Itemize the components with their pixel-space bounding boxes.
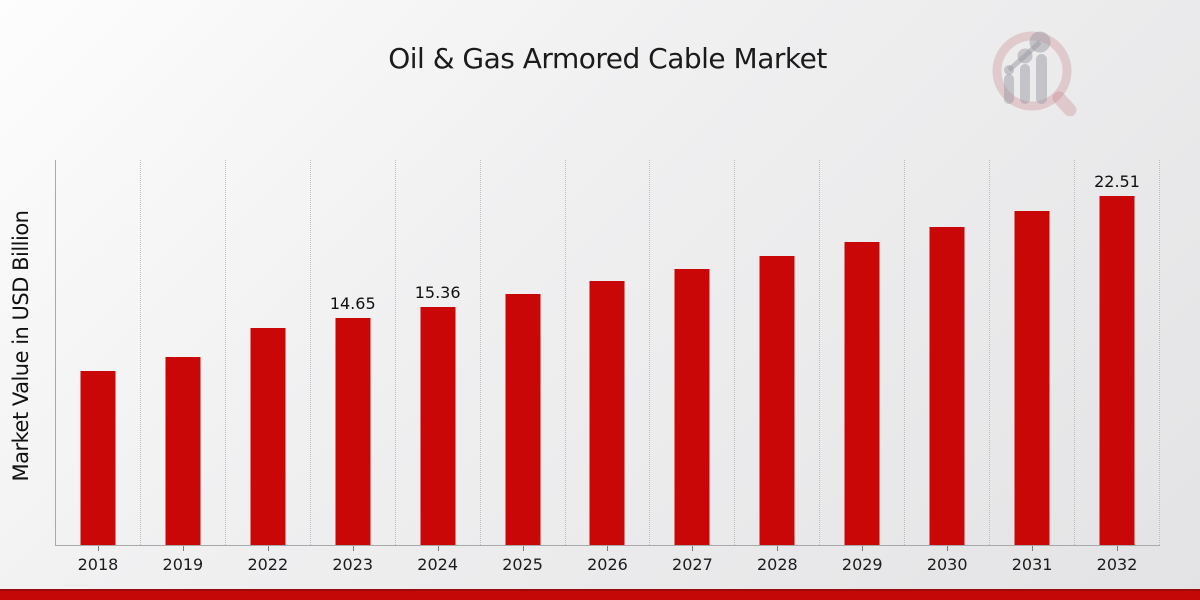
x-axis-label-2023: 2023	[332, 555, 374, 574]
category-column-2029: 2029	[820, 160, 906, 574]
category-column-2027: 2027	[650, 160, 736, 574]
bar-value-label-2023: 14.65	[329, 294, 376, 313]
x-axis-tick	[267, 546, 269, 551]
bar-2019	[165, 357, 201, 545]
x-axis-label-2022: 2022	[247, 555, 289, 574]
y-axis-label: Market Value in USD Billion	[9, 210, 33, 482]
category-column-2032: 22.51 2032	[1075, 160, 1160, 574]
category-column-2025: 2025	[481, 160, 566, 574]
x-axis-tick	[522, 546, 524, 551]
bar-trend-icon	[1004, 31, 1051, 104]
bar-2025	[505, 294, 541, 545]
x-axis-label-2032: 2032	[1096, 555, 1138, 574]
bar-2028	[759, 256, 795, 545]
bar-2026	[589, 281, 625, 545]
x-axis-tick	[352, 546, 354, 551]
page-title: Oil & Gas Armored Cable Market	[388, 42, 827, 75]
bar-2032	[1099, 196, 1135, 545]
x-axis-label-2024: 2024	[417, 555, 458, 574]
brand-watermark-logo	[992, 31, 1077, 116]
bar-2027	[674, 269, 710, 545]
x-axis-tick	[97, 546, 99, 551]
bar-2029	[844, 242, 880, 545]
x-axis-tick	[182, 546, 184, 551]
category-column-2019: 2019	[141, 160, 226, 574]
category-column-2031: 2031	[990, 160, 1076, 574]
x-axis-label-2026: 2026	[587, 555, 628, 574]
x-axis-label-2031: 2031	[1011, 555, 1053, 574]
bar-2030	[929, 227, 965, 545]
bar-2031	[1014, 211, 1050, 545]
x-axis-label-2029: 2029	[841, 555, 883, 574]
x-axis-tick	[437, 546, 439, 551]
x-axis-tick	[607, 546, 609, 551]
x-axis-label-2019: 2019	[162, 555, 204, 574]
x-axis-label-2028: 2028	[756, 555, 798, 574]
category-column-2018: 2018	[56, 160, 141, 574]
bar-2023	[335, 318, 371, 545]
footer-accent-bar	[0, 589, 1200, 600]
x-axis-label-2027: 2027	[672, 555, 713, 574]
category-column-2030: 2030	[905, 160, 991, 574]
category-column-2024: 15.36 2024	[396, 160, 481, 574]
x-axis-tick	[947, 546, 949, 551]
category-column-2023: 14.65 2023	[311, 160, 396, 574]
x-axis-tick	[1032, 546, 1034, 551]
x-axis-tick	[1117, 546, 1119, 551]
bar-2024	[420, 307, 456, 545]
bar-2022	[250, 328, 286, 545]
x-axis-label-2018: 2018	[77, 555, 119, 574]
bar-value-label-2032: 22.51	[1094, 172, 1140, 191]
x-axis-tick	[692, 546, 694, 551]
bar-2018	[80, 371, 116, 545]
x-axis-tick	[862, 546, 864, 551]
x-axis-label-2025: 2025	[502, 555, 543, 574]
bar-chart: 2018 2019 2022 14.65 2023 15.36 2024 2025 2026 20…	[55, 160, 1160, 574]
x-axis-label-2030: 2030	[926, 555, 968, 574]
bar-value-label-2024: 15.36	[414, 283, 461, 302]
category-column-2028: 2028	[735, 160, 821, 574]
category-column-2022: 2022	[226, 160, 311, 574]
category-column-2026: 2026	[566, 160, 651, 574]
x-axis-tick	[777, 546, 779, 551]
